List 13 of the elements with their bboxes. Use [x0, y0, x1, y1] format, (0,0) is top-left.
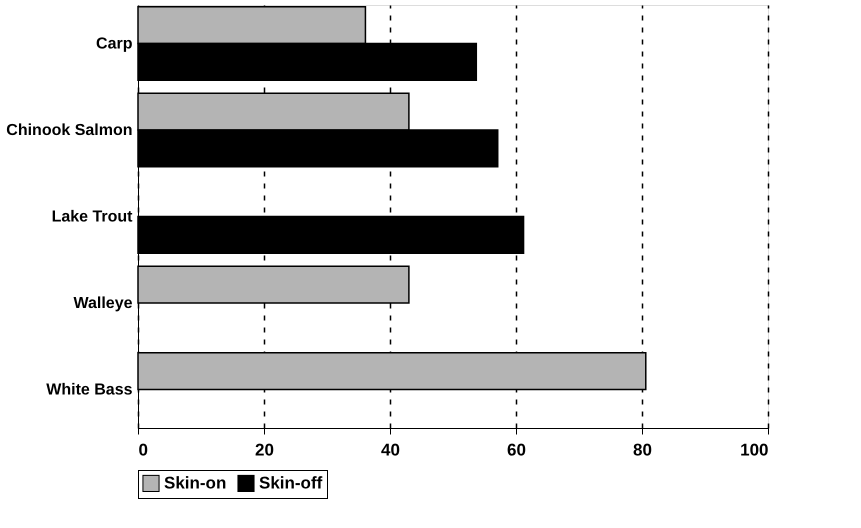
- legend-label: Skin-off: [259, 473, 323, 492]
- x-tick-label: 20: [255, 440, 274, 460]
- x-tick-label: 100: [740, 440, 768, 460]
- y-tick-label: Walleye: [74, 295, 133, 312]
- y-tick-label: Lake Trout: [52, 208, 134, 226]
- x-tick-label: 80: [633, 440, 652, 460]
- x-tick-label: 60: [507, 440, 526, 460]
- y-tick-label: Carp: [96, 35, 133, 52]
- legend-label: Skin-on: [164, 473, 226, 492]
- y-tick-label: Chinook Salmon: [6, 122, 132, 139]
- x-tick-label: 0: [138, 440, 148, 460]
- y-tick-label: White Bass: [46, 382, 133, 399]
- x-tick-label: 40: [381, 440, 400, 460]
